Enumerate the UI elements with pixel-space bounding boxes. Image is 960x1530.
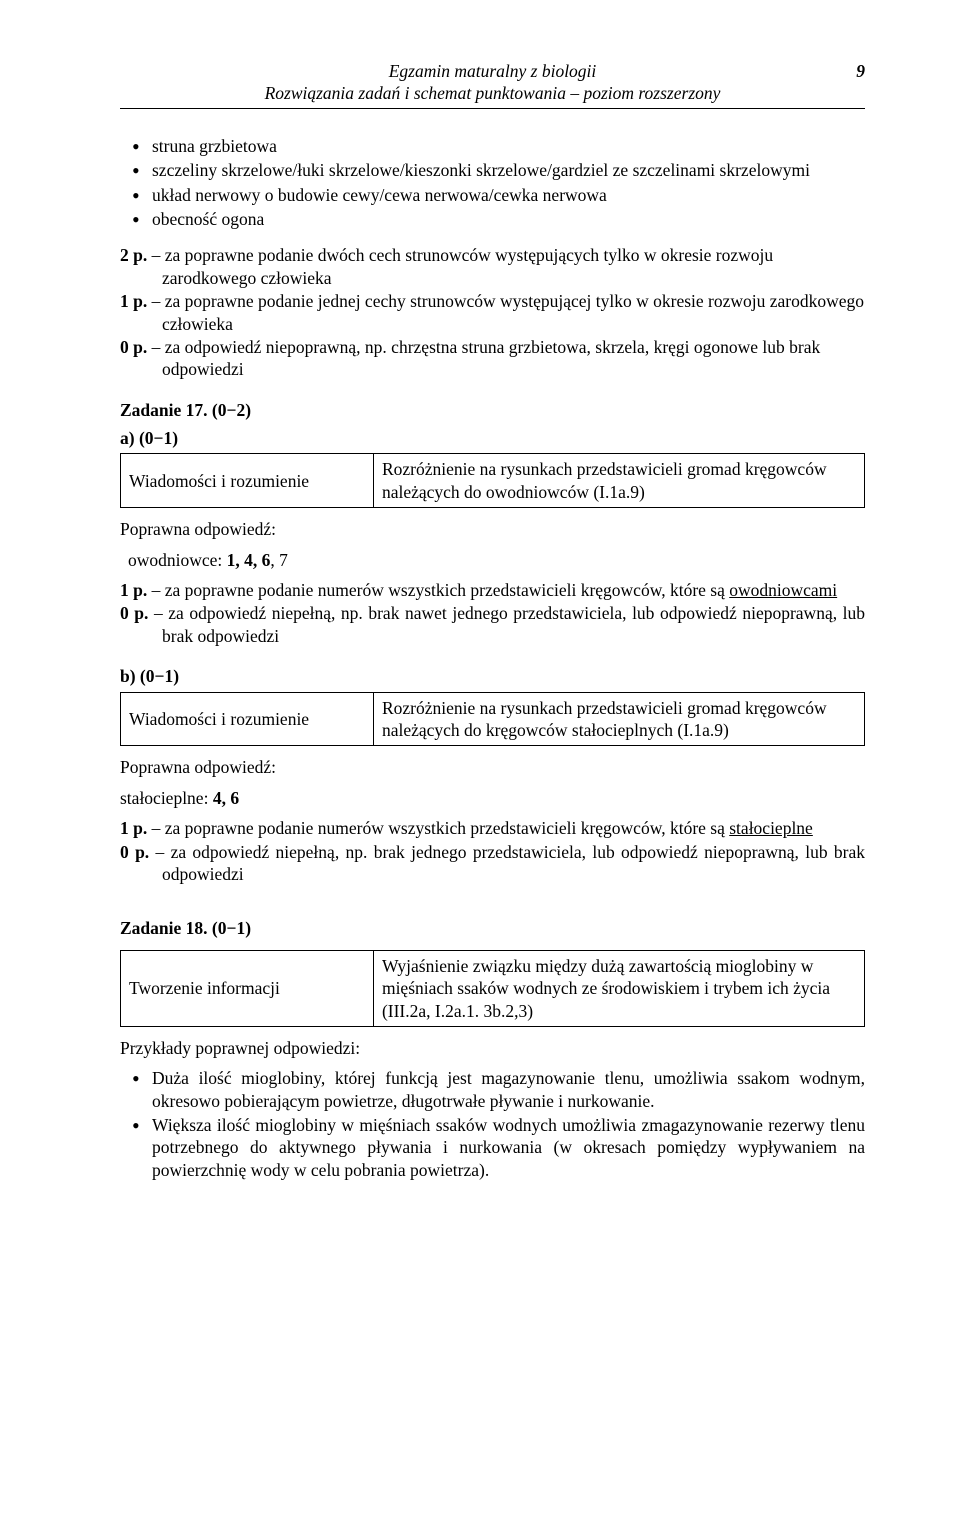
answer-bold: 4, 6 xyxy=(213,788,239,808)
answer-text: stałocieplne: xyxy=(120,788,213,808)
score-line: 0 p. – za odpowiedź niepoprawną, np. chr… xyxy=(120,336,865,381)
header-title-line1: Egzamin maturalny z biologii xyxy=(120,60,865,82)
correct-answer-label: Poprawna odpowiedź: xyxy=(120,518,865,540)
score-line: 2 p. – za poprawne podanie dwóch cech st… xyxy=(120,244,865,289)
correct-answer: owodniowce: 1, 4, 6, 7 xyxy=(128,549,865,571)
correct-answer-label: Poprawna odpowiedź: xyxy=(120,756,865,778)
task-18-table: Tworzenie informacji Wyjaśnienie związku… xyxy=(120,950,865,1027)
task-17a-table: Wiadomości i rozumienie Rozróżnienie na … xyxy=(120,453,865,508)
header-title-line2: Rozwiązania zadań i schemat punktowania … xyxy=(120,82,865,104)
task-17b-heading: b) (0−1) xyxy=(120,665,865,687)
score-prefix: 0 p. xyxy=(120,842,149,862)
table-cell-right: Wyjaśnienie związku między dużą zawartoś… xyxy=(373,950,864,1026)
list-item: struna grzbietowa xyxy=(132,135,865,157)
task-17-heading: Zadanie 17. (0−2) xyxy=(120,399,865,421)
table-cell-left: Wiadomości i rozumienie xyxy=(121,454,374,508)
table-cell-left: Wiadomości i rozumienie xyxy=(121,692,374,746)
score-prefix: 2 p. xyxy=(120,245,147,265)
table-cell-right: Rozróżnienie na rysunkach przedstawiciel… xyxy=(373,692,864,746)
score-line: 1 p. – za poprawne podanie numerów wszys… xyxy=(120,817,865,839)
correct-answer: stałocieplne: 4, 6 xyxy=(120,787,865,809)
list-item: Duża ilość mioglobiny, której funkcją je… xyxy=(132,1067,865,1112)
list-item: Większa ilość mioglobiny w mięśniach ssa… xyxy=(132,1114,865,1181)
score-line: 0 p. – za odpowiedź niepełną, np. brak n… xyxy=(120,602,865,647)
task-17a-heading: a) (0−1) xyxy=(120,427,865,449)
list-item: szczeliny skrzelowe/łuki skrzelowe/kiesz… xyxy=(132,159,865,181)
scoring-block-17b: 1 p. – za poprawne podanie numerów wszys… xyxy=(120,817,865,885)
list-item: obecność ogona xyxy=(132,208,865,230)
score-text: – za odpowiedź niepoprawną, np. chrzęstn… xyxy=(152,337,821,379)
score-text: – za odpowiedź niepełną, np. brak nawet … xyxy=(148,603,865,645)
answer-tail: , 7 xyxy=(270,550,288,570)
score-underline: stałocieplne xyxy=(729,818,813,838)
answer-text: owodniowce: xyxy=(128,550,227,570)
scoring-block-17a: 1 p. – za poprawne podanie numerów wszys… xyxy=(120,579,865,647)
score-prefix: 1 p. xyxy=(120,580,147,600)
score-text: – za poprawne podanie numerów wszystkich… xyxy=(147,580,729,600)
answer-bold: 1, 4, 6 xyxy=(227,550,271,570)
scoring-block: 2 p. – za poprawne podanie dwóch cech st… xyxy=(120,244,865,380)
table-cell-right: Rozróżnienie na rysunkach przedstawiciel… xyxy=(373,454,864,508)
page-header: Egzamin maturalny z biologii Rozwiązania… xyxy=(120,60,865,109)
score-prefix: 0 p. xyxy=(120,337,147,357)
score-underline: owodniowcami xyxy=(729,580,837,600)
task-18-heading: Zadanie 18. (0−1) xyxy=(120,917,865,939)
score-text: – za poprawne podanie jednej cechy strun… xyxy=(152,291,864,333)
table-cell-left: Tworzenie informacji xyxy=(121,950,374,1026)
score-prefix: 1 p. xyxy=(120,818,147,838)
score-line: 0 p. – za odpowiedź niepełną, np. brak j… xyxy=(120,841,865,886)
score-prefix: 1 p. xyxy=(120,291,147,311)
score-text: – za poprawne podanie dwóch cech strunow… xyxy=(152,245,774,287)
list-item: układ nerwowy o budowie cewy/cewa nerwow… xyxy=(132,184,865,206)
score-line: 1 p. – za poprawne podanie jednej cechy … xyxy=(120,290,865,335)
task-18-bullets: Duża ilość mioglobiny, której funkcją je… xyxy=(120,1067,865,1181)
score-prefix: 0 p. xyxy=(120,603,148,623)
examples-label: Przykłady poprawnej odpowiedzi: xyxy=(120,1037,865,1059)
task-17b-table: Wiadomości i rozumienie Rozróżnienie na … xyxy=(120,692,865,747)
score-text: – za poprawne podanie numerów wszystkich… xyxy=(147,818,729,838)
score-line: 1 p. – za poprawne podanie numerów wszys… xyxy=(120,579,865,601)
page-number: 9 xyxy=(856,60,865,82)
score-text: – za odpowiedź niepełną, np. brak jedneg… xyxy=(149,842,865,884)
feature-list: struna grzbietowa szczeliny skrzelowe/łu… xyxy=(120,135,865,231)
